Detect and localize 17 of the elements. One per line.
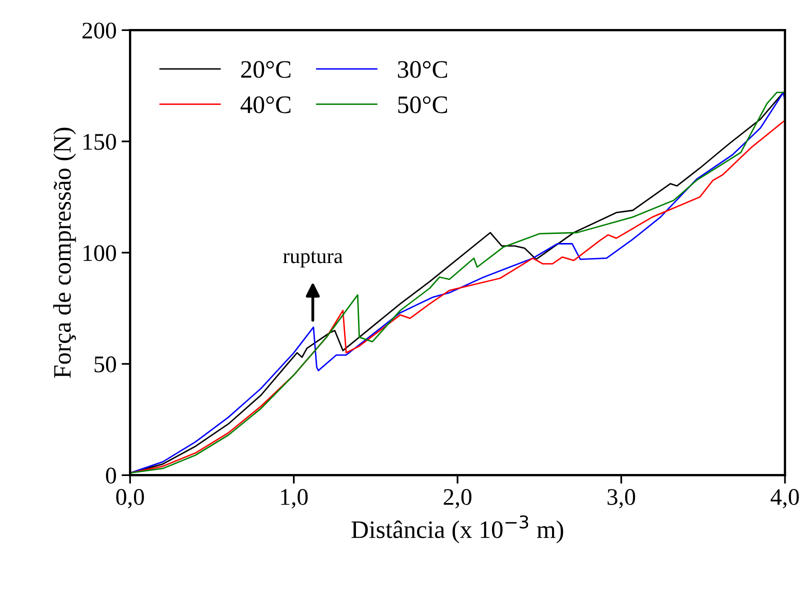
legend-label: 30°C [398, 61, 448, 78]
annotation: ruptura [283, 251, 343, 268]
x-axis-title: Distância (x 10$^{−3}$ m) [352, 515, 564, 544]
y-tick-label: 100 [84, 245, 116, 262]
legend-label: 20°C [241, 61, 290, 78]
x-tick-label: 1,0 [281, 489, 308, 508]
y-tick-label: 0 [106, 468, 116, 484]
legend-label: 40°C [240, 96, 290, 114]
y-axis-title: Força de compressão (N) [53, 128, 76, 378]
x-tick-label: 0,0 [116, 489, 144, 508]
x-tick-label: 4,0 [770, 489, 799, 508]
legend-label: 50°C [398, 96, 448, 114]
x-tick-label: 3,0 [608, 489, 636, 508]
y-tick-label: 150 [84, 134, 116, 150]
y-tick-label: 200 [82, 22, 116, 39]
y-tick-label: 50 [94, 356, 116, 372]
x-tick-label: 2,0 [444, 489, 472, 508]
